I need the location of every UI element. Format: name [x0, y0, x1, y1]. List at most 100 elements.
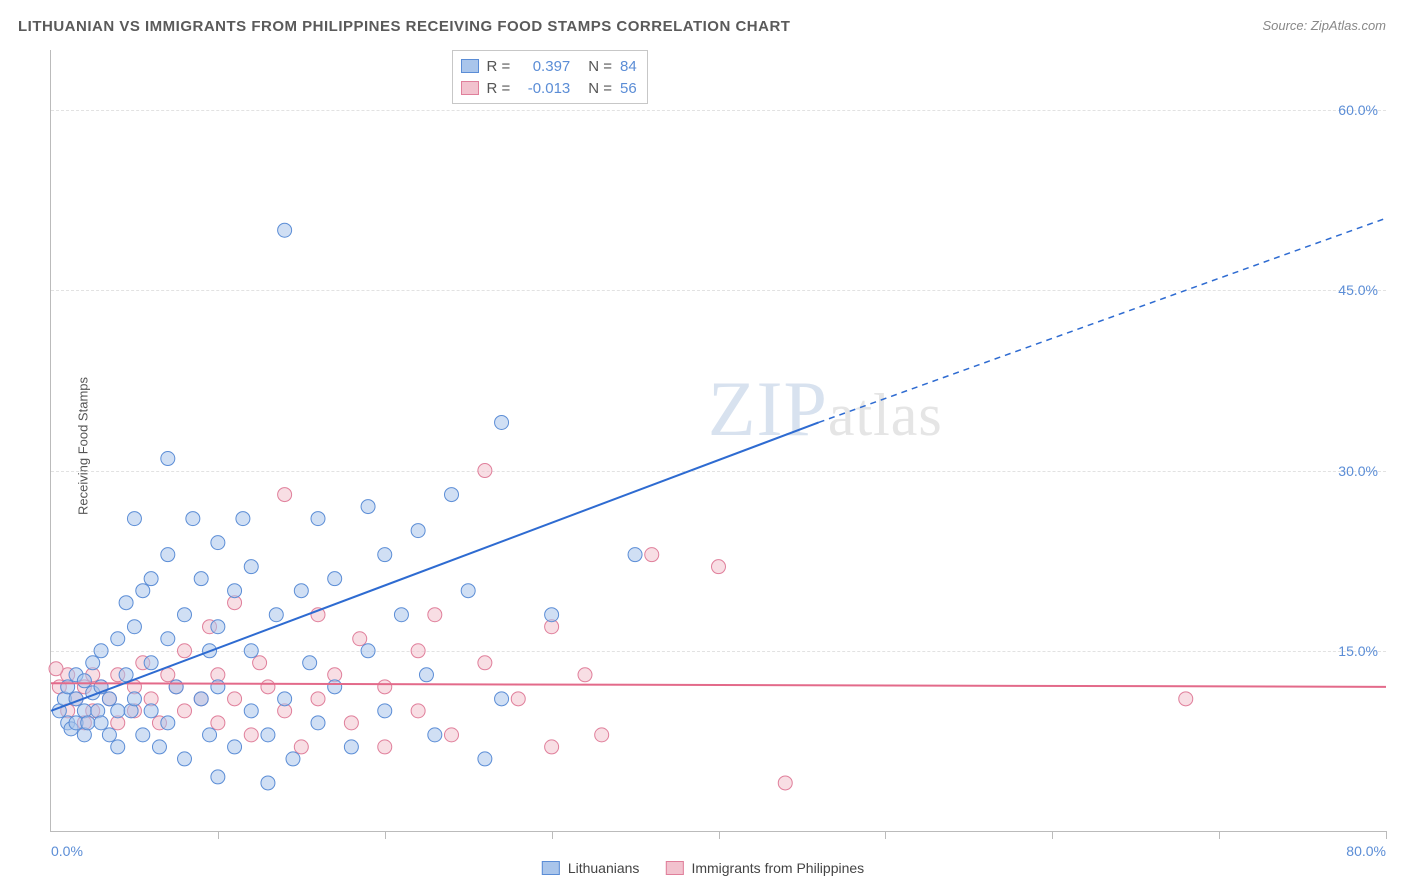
legend-swatch-lithuanians [542, 861, 560, 875]
legend-item-lithuanians: Lithuanians [542, 860, 640, 876]
scatter-point [119, 596, 133, 610]
scatter-point [411, 644, 425, 658]
scatter-point [261, 680, 275, 694]
xtick [1386, 831, 1387, 839]
xtick [218, 831, 219, 839]
scatter-point [136, 728, 150, 742]
scatter-point [478, 752, 492, 766]
scatter-point [178, 704, 192, 718]
scatter-point [595, 728, 609, 742]
scatter-point [161, 716, 175, 730]
xtick [719, 831, 720, 839]
scatter-point [211, 680, 225, 694]
scatter-point [161, 668, 175, 682]
scatter-point [152, 740, 166, 754]
scatter-point [478, 656, 492, 670]
scatter-point [244, 728, 258, 742]
scatter-point [578, 668, 592, 682]
scatter-point [111, 632, 125, 646]
scatter-point [253, 656, 267, 670]
scatter-point [378, 548, 392, 562]
scatter-point [228, 740, 242, 754]
scatter-point [445, 488, 459, 502]
scatter-point [186, 512, 200, 526]
scatter-point [419, 668, 433, 682]
scatter-point [353, 632, 367, 646]
scatter-point [144, 656, 158, 670]
legend-label-philippines: Immigrants from Philippines [691, 860, 864, 876]
legend-item-philippines: Immigrants from Philippines [665, 860, 864, 876]
scatter-point [778, 776, 792, 790]
scatter-point [203, 728, 217, 742]
scatter-point [294, 740, 308, 754]
scatter-point [81, 716, 95, 730]
scatter-point [211, 770, 225, 784]
series-legend: Lithuanians Immigrants from Philippines [542, 860, 864, 876]
xtick [385, 831, 386, 839]
scatter-point [328, 680, 342, 694]
scatter-point [311, 692, 325, 706]
scatter-point [178, 644, 192, 658]
scatter-point [161, 632, 175, 646]
scatter-point [311, 716, 325, 730]
scatter-point [303, 656, 317, 670]
scatter-point [495, 415, 509, 429]
scatter-point [211, 716, 225, 730]
scatter-point [127, 692, 141, 706]
scatter-point [244, 644, 258, 658]
trend-line-lithuanians-dashed [819, 218, 1386, 422]
scatter-point [411, 524, 425, 538]
scatter-point [261, 728, 275, 742]
scatter-plot-svg [51, 50, 1386, 831]
chart-title: LITHUANIAN VS IMMIGRANTS FROM PHILIPPINE… [18, 18, 790, 35]
scatter-point [178, 752, 192, 766]
scatter-point [361, 644, 375, 658]
scatter-point [361, 500, 375, 514]
scatter-point [127, 620, 141, 634]
scatter-point [169, 680, 183, 694]
scatter-point [645, 548, 659, 562]
xtick-label: 80.0% [1346, 843, 1386, 859]
scatter-point [712, 560, 726, 574]
scatter-point [378, 704, 392, 718]
scatter-point [495, 692, 509, 706]
xtick [1052, 831, 1053, 839]
scatter-point [244, 704, 258, 718]
scatter-point [461, 584, 475, 598]
scatter-point [294, 584, 308, 598]
scatter-point [628, 548, 642, 562]
scatter-point [478, 464, 492, 478]
scatter-point [111, 704, 125, 718]
scatter-point [286, 752, 300, 766]
source-attribution: Source: ZipAtlas.com [1262, 18, 1386, 33]
scatter-point [194, 572, 208, 586]
scatter-point [378, 680, 392, 694]
xtick-label: 0.0% [51, 843, 83, 859]
scatter-point [378, 740, 392, 754]
scatter-point [428, 608, 442, 622]
scatter-point [228, 692, 242, 706]
scatter-point [102, 728, 116, 742]
scatter-point [77, 674, 91, 688]
scatter-point [511, 692, 525, 706]
scatter-point [278, 692, 292, 706]
scatter-point [236, 512, 250, 526]
xtick [885, 831, 886, 839]
scatter-point [94, 716, 108, 730]
scatter-point [228, 584, 242, 598]
scatter-point [394, 608, 408, 622]
scatter-point [94, 644, 108, 658]
scatter-point [328, 572, 342, 586]
scatter-point [211, 620, 225, 634]
scatter-point [344, 740, 358, 754]
scatter-point [278, 488, 292, 502]
scatter-point [1179, 692, 1193, 706]
legend-swatch-philippines [665, 861, 683, 875]
legend-label-lithuanians: Lithuanians [568, 860, 640, 876]
scatter-point [61, 680, 75, 694]
scatter-point [136, 584, 150, 598]
scatter-point [344, 716, 358, 730]
scatter-point [194, 692, 208, 706]
scatter-point [211, 536, 225, 550]
scatter-point [261, 776, 275, 790]
